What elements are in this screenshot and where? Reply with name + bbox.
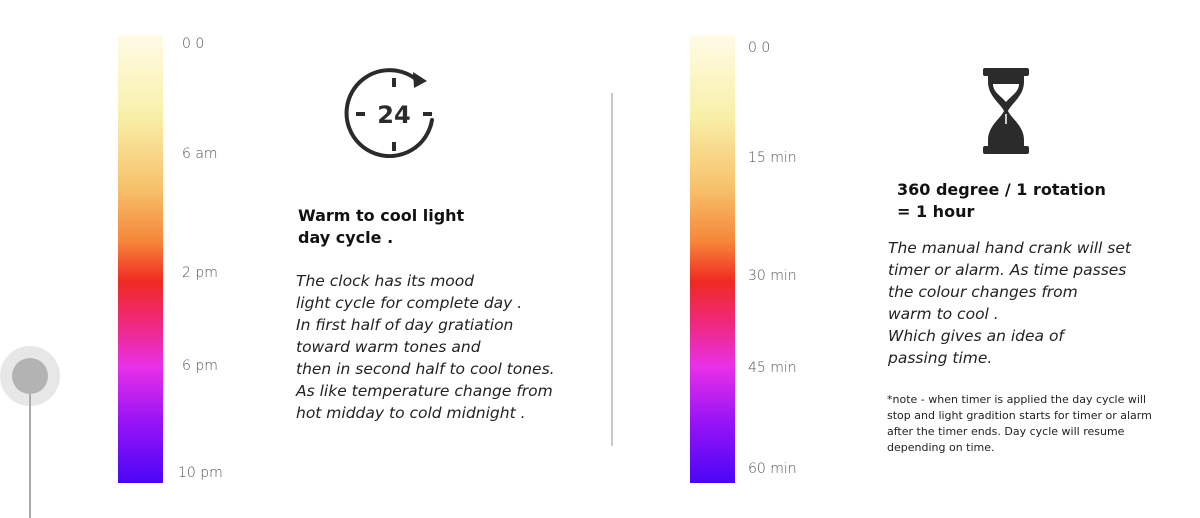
description-line: hot midday to cold midnight . <box>296 404 526 422</box>
day-tick-0: 0 0 <box>182 36 205 52</box>
timer-note: *note - when timer is applied the day cy… <box>887 393 1152 454</box>
clock-24-icon: 24 <box>344 68 434 158</box>
day-tick-6pm: 6 pm <box>182 358 218 374</box>
timer-heading-line: = 1 hour <box>897 202 975 221</box>
day-cycle-heading-line: Warm to cool light <box>298 206 465 225</box>
timer-gradient-bar <box>690 35 735 483</box>
crank-stem <box>29 394 31 518</box>
timer-tick-15min: 15 min <box>748 150 797 166</box>
timer-heading-line: 360 degree / 1 rotation <box>897 180 1106 199</box>
description-line: The manual hand crank will set <box>888 239 1131 257</box>
clock-24-number: 24 <box>377 101 410 129</box>
description-line: warm to cool . <box>888 305 999 323</box>
description-line: the colour changes from <box>888 283 1078 301</box>
description-line: The clock has its mood <box>296 272 475 290</box>
section-divider <box>611 93 613 446</box>
hourglass-icon <box>983 68 1029 154</box>
day-cycle-heading-line: day cycle . <box>298 228 394 247</box>
description-line: then in second half to cool tones. <box>296 360 555 378</box>
description-line: toward warm tones and <box>296 338 481 356</box>
day-tick-6am: 6 am <box>182 146 218 162</box>
timer-tick-0: 0 0 <box>748 40 771 56</box>
day-tick-10pm: 10 pm <box>178 465 223 481</box>
description-line: As like temperature change from <box>296 382 553 400</box>
timer-description: The manual hand crank will set timer or … <box>888 237 1131 369</box>
description-line: passing time. <box>888 349 993 367</box>
description-line: light cycle for complete day . <box>296 294 523 312</box>
timer-tick-30min: 30 min <box>748 268 797 284</box>
crank-knob-handle[interactable] <box>12 358 48 394</box>
description-line: timer or alarm. As time passes <box>888 261 1127 279</box>
day-tick-2pm: 2 pm <box>182 265 218 281</box>
description-line: Which gives an idea of <box>888 327 1064 345</box>
timer-tick-45min: 45 min <box>748 360 797 376</box>
timer-tick-60min: 60 min <box>748 461 797 477</box>
day-cycle-heading: Warm to cool light day cycle . <box>298 205 464 249</box>
day-cycle-gradient-bar <box>118 35 163 483</box>
day-cycle-description: The clock has its mood light cycle for c… <box>296 270 555 424</box>
timer-heading: 360 degree / 1 rotation = 1 hour <box>897 179 1106 223</box>
description-line: In first half of day gratiation <box>296 316 514 334</box>
